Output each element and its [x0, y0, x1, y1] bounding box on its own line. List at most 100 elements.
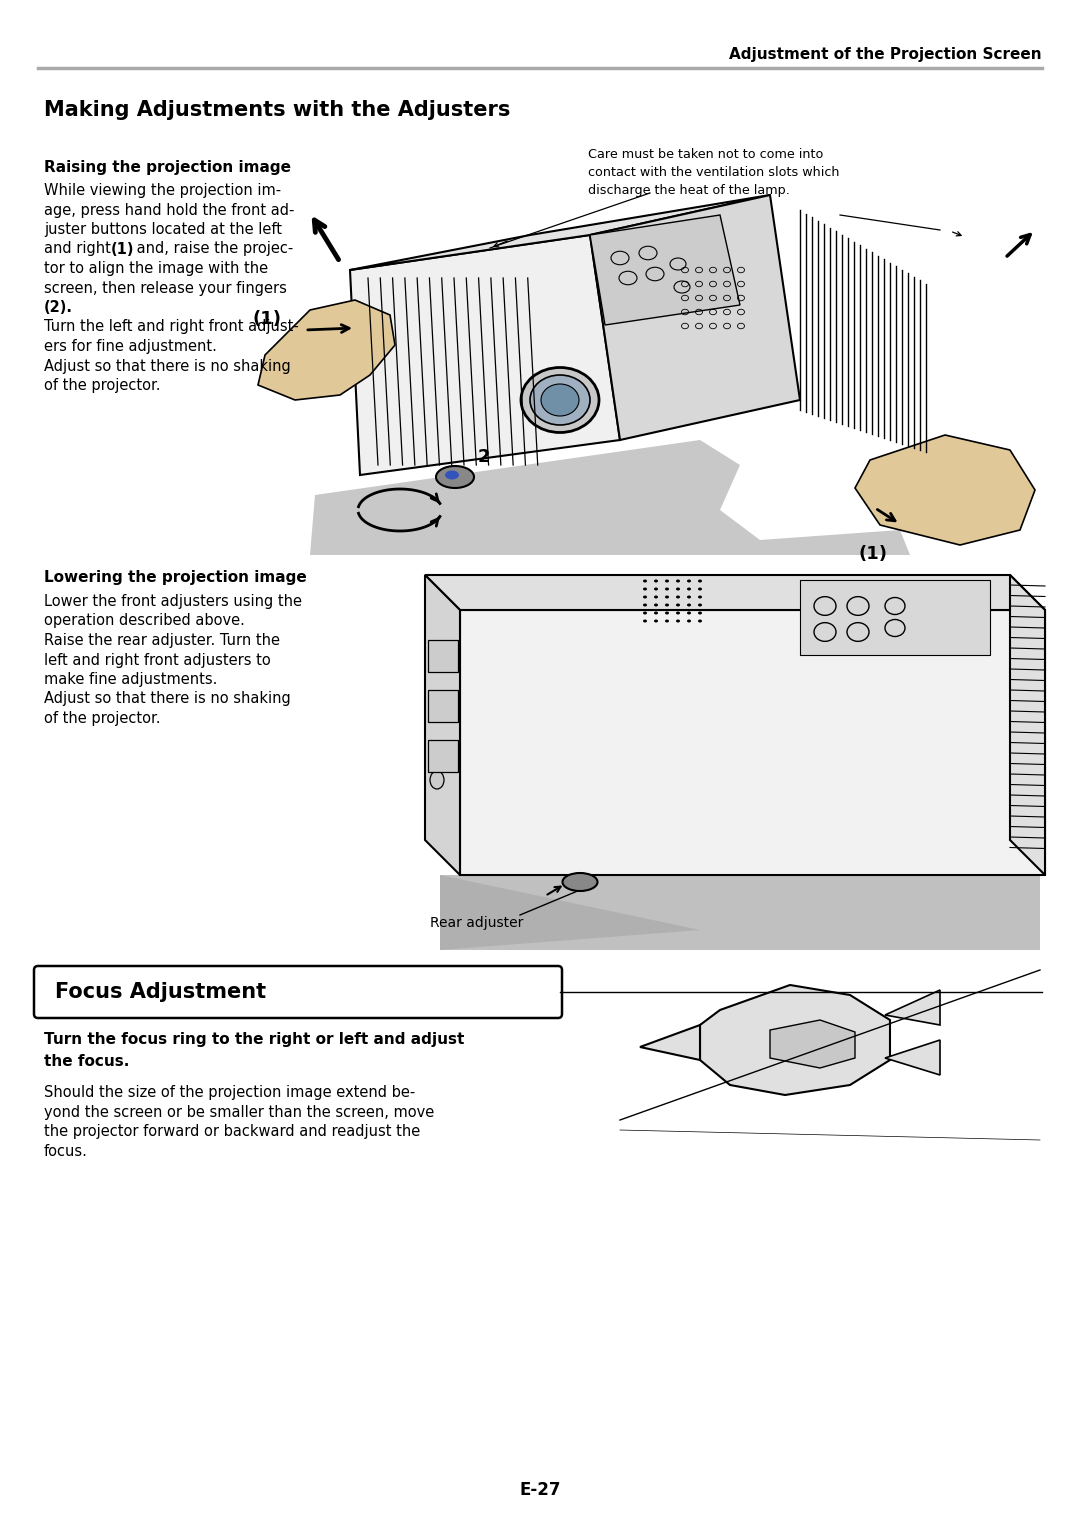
Text: juster buttons located at the left: juster buttons located at the left: [44, 222, 282, 237]
Text: Adjust so that there is no shaking: Adjust so that there is no shaking: [44, 358, 291, 373]
Text: age, press hand hold the front ad-: age, press hand hold the front ad-: [44, 202, 295, 217]
Ellipse shape: [654, 587, 658, 590]
Ellipse shape: [687, 619, 691, 622]
Text: Focus Adjustment: Focus Adjustment: [55, 982, 266, 1001]
Text: 2: 2: [478, 448, 490, 466]
FancyBboxPatch shape: [33, 966, 562, 1018]
Text: tor to align the image with the: tor to align the image with the: [44, 261, 268, 277]
Polygon shape: [460, 610, 1045, 875]
Bar: [428, 641, 458, 673]
Text: (1): (1): [111, 242, 135, 257]
Ellipse shape: [698, 604, 702, 607]
Ellipse shape: [643, 579, 647, 583]
Polygon shape: [590, 216, 740, 326]
Ellipse shape: [687, 604, 691, 607]
Bar: [428, 740, 458, 772]
Ellipse shape: [698, 619, 702, 622]
Ellipse shape: [445, 471, 459, 480]
Ellipse shape: [563, 873, 597, 891]
Ellipse shape: [687, 587, 691, 590]
Text: ers for fine adjustment.: ers for fine adjustment.: [44, 339, 217, 355]
Polygon shape: [350, 235, 620, 476]
Polygon shape: [1010, 575, 1045, 875]
Text: of the projector.: of the projector.: [44, 378, 161, 393]
Ellipse shape: [654, 579, 658, 583]
Polygon shape: [440, 875, 1040, 950]
Ellipse shape: [676, 595, 680, 598]
Text: Raise the rear adjuster. Turn the: Raise the rear adjuster. Turn the: [44, 633, 280, 648]
Polygon shape: [700, 985, 890, 1095]
Text: E-27: E-27: [519, 1482, 561, 1498]
Text: Turn the left and right front adjust-: Turn the left and right front adjust-: [44, 320, 299, 335]
Ellipse shape: [541, 384, 579, 416]
Ellipse shape: [521, 367, 599, 433]
Ellipse shape: [676, 612, 680, 615]
Ellipse shape: [430, 771, 444, 789]
Text: make fine adjustments.: make fine adjustments.: [44, 673, 217, 687]
Ellipse shape: [643, 619, 647, 622]
Text: Should the size of the projection image extend be-: Should the size of the projection image …: [44, 1086, 415, 1099]
Ellipse shape: [665, 619, 669, 622]
Polygon shape: [350, 196, 770, 271]
Polygon shape: [440, 875, 700, 950]
Ellipse shape: [698, 587, 702, 590]
Ellipse shape: [654, 595, 658, 598]
Ellipse shape: [643, 612, 647, 615]
Ellipse shape: [665, 579, 669, 583]
Ellipse shape: [676, 619, 680, 622]
Ellipse shape: [698, 595, 702, 598]
Polygon shape: [885, 1040, 940, 1075]
Ellipse shape: [665, 587, 669, 590]
Ellipse shape: [687, 612, 691, 615]
Bar: [428, 690, 458, 722]
Text: operation described above.: operation described above.: [44, 613, 245, 628]
Text: the projector forward or backward and readjust the: the projector forward or backward and re…: [44, 1124, 420, 1139]
Polygon shape: [426, 575, 1045, 610]
Text: Care must be taken not to come into
contact with the ventilation slots which
dis: Care must be taken not to come into cont…: [588, 148, 839, 197]
Text: While viewing the projection im-: While viewing the projection im-: [44, 183, 281, 197]
Ellipse shape: [436, 466, 474, 488]
Polygon shape: [770, 1020, 855, 1067]
Text: and right: and right: [44, 242, 116, 257]
Ellipse shape: [676, 587, 680, 590]
Text: and, raise the projec-: and, raise the projec-: [132, 242, 294, 257]
Ellipse shape: [654, 612, 658, 615]
Ellipse shape: [643, 595, 647, 598]
Text: yond the screen or be smaller than the screen, move: yond the screen or be smaller than the s…: [44, 1104, 434, 1119]
Text: Rear adjuster: Rear adjuster: [430, 916, 524, 930]
Ellipse shape: [687, 579, 691, 583]
Text: Adjust so that there is no shaking: Adjust so that there is no shaking: [44, 691, 291, 706]
Polygon shape: [640, 1024, 700, 1060]
Ellipse shape: [654, 604, 658, 607]
Text: the focus.: the focus.: [44, 1053, 130, 1069]
Text: of the projector.: of the projector.: [44, 711, 161, 726]
Text: focus.: focus.: [44, 1144, 87, 1159]
Text: left and right front adjusters to: left and right front adjusters to: [44, 653, 271, 668]
Ellipse shape: [665, 612, 669, 615]
Ellipse shape: [687, 595, 691, 598]
Polygon shape: [310, 440, 910, 555]
Polygon shape: [590, 196, 800, 440]
Polygon shape: [855, 434, 1035, 544]
Text: (1): (1): [252, 310, 281, 329]
Text: Turn the focus ring to the right or left and adjust: Turn the focus ring to the right or left…: [44, 1032, 464, 1047]
Text: Lowering the projection image: Lowering the projection image: [44, 570, 307, 586]
Ellipse shape: [530, 375, 590, 425]
Polygon shape: [426, 575, 460, 875]
Ellipse shape: [643, 604, 647, 607]
Ellipse shape: [665, 604, 669, 607]
Text: Adjustment of the Projection Screen: Adjustment of the Projection Screen: [729, 47, 1042, 63]
Ellipse shape: [698, 612, 702, 615]
Polygon shape: [885, 989, 940, 1024]
Text: Making Adjustments with the Adjusters: Making Adjustments with the Adjusters: [44, 99, 511, 119]
Ellipse shape: [654, 619, 658, 622]
Ellipse shape: [698, 579, 702, 583]
Ellipse shape: [676, 604, 680, 607]
Ellipse shape: [665, 595, 669, 598]
Bar: [800, 579, 990, 654]
Ellipse shape: [676, 579, 680, 583]
Text: (1): (1): [858, 544, 887, 563]
Text: (2).: (2).: [44, 300, 73, 315]
Text: Raising the projection image: Raising the projection image: [44, 161, 291, 174]
Text: screen, then release your fingers: screen, then release your fingers: [44, 280, 287, 295]
